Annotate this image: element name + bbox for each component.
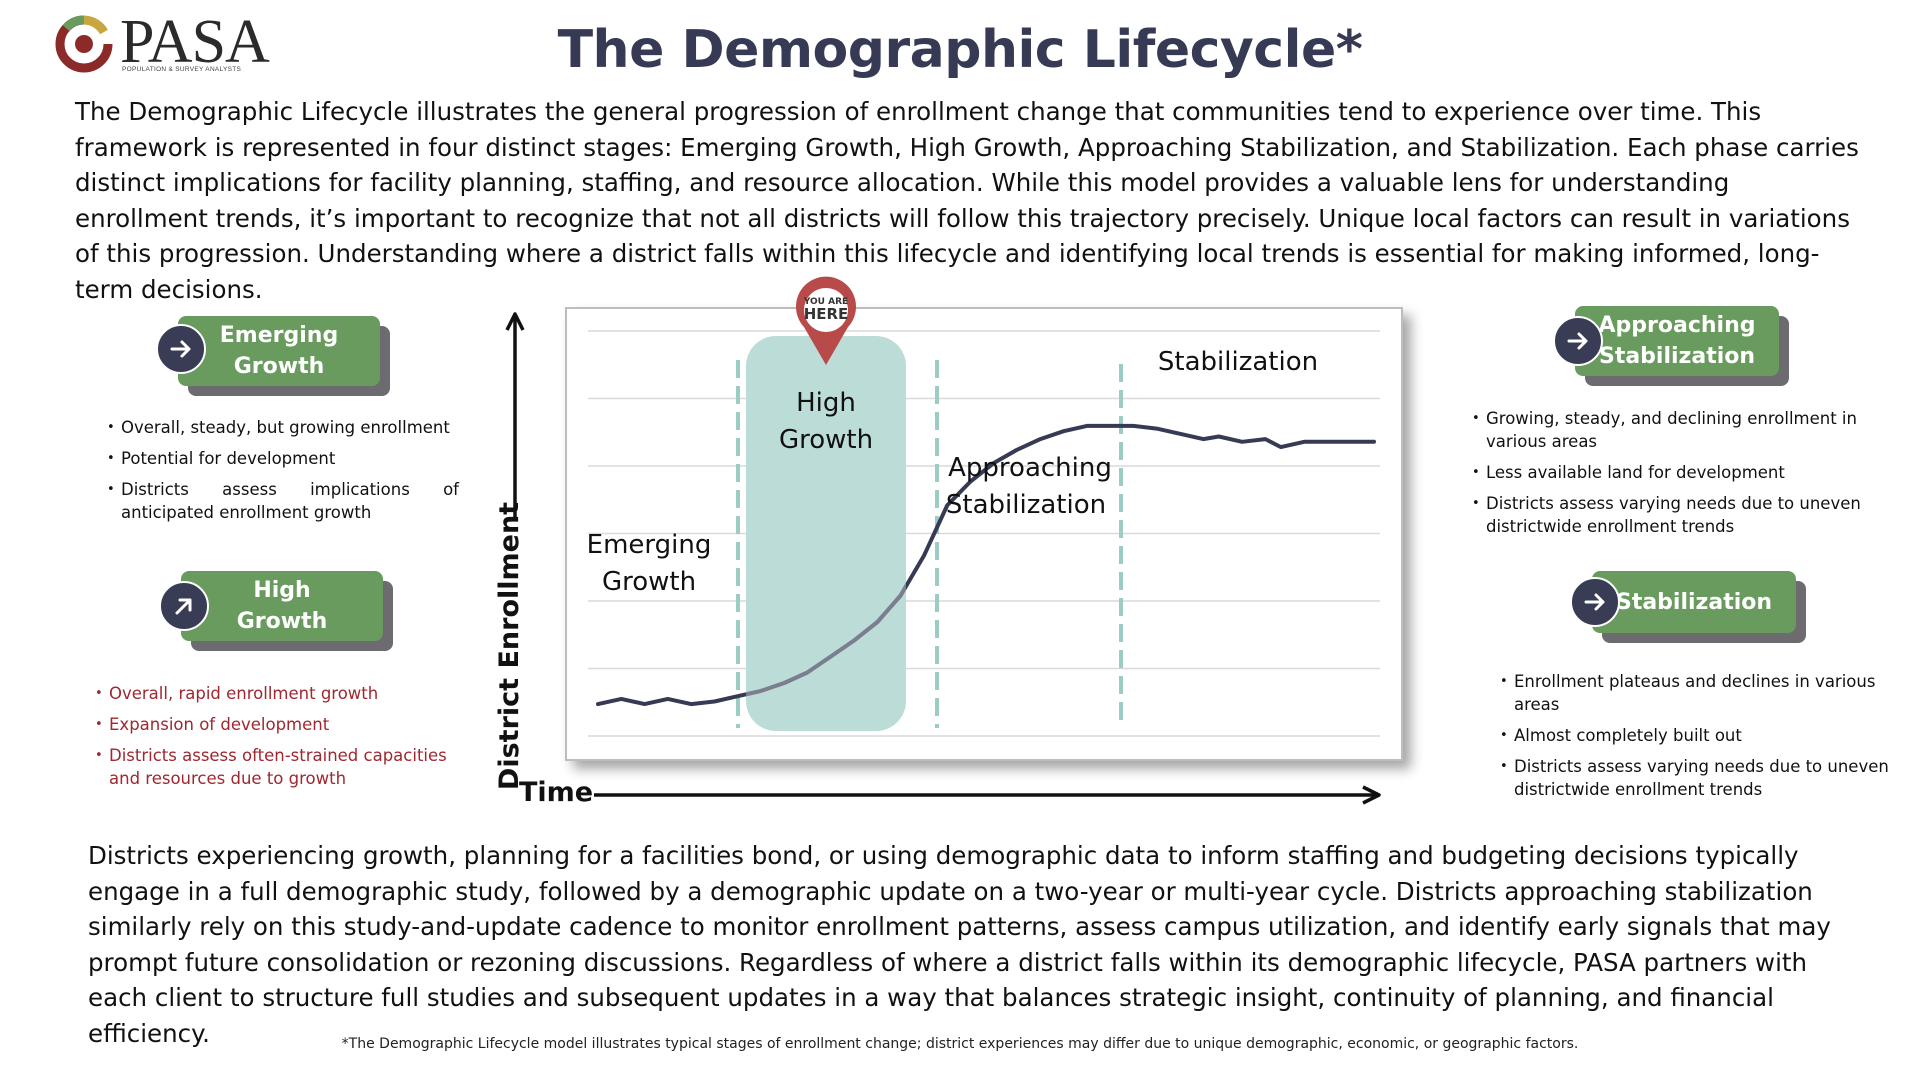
badge-label-line1: Emerging	[219, 323, 339, 348]
enrollment-curve	[596, 423, 1376, 707]
list-item: Less available land for development	[1472, 461, 1872, 484]
intro-paragraph: The Demographic Lifecycle illustrates th…	[75, 97, 1859, 304]
you-are-here-label: HERE	[804, 305, 849, 323]
badge-label-line1: Approaching	[1598, 313, 1756, 338]
list-item: Potential for development	[107, 447, 459, 470]
badge-label-line2: Stabilization	[1598, 344, 1756, 369]
badge-emerging-growth: Emerging Growth	[156, 316, 390, 396]
list-item: Districts assess implications of anticip…	[107, 478, 459, 524]
badge-pill: Stabilization	[1592, 571, 1796, 633]
x-axis-arrowhead	[1362, 785, 1381, 805]
logo-ring-icon	[55, 15, 113, 73]
pasa-logo: PASA POPULATION & SURVEY ANALYSTS	[54, 10, 284, 78]
list-item: Expansion of development	[95, 713, 465, 736]
badge-high-growth: High Growth	[159, 571, 393, 651]
region-label-emerging-growth: Emerging	[587, 530, 712, 560]
page-title: The Demographic Lifecycle*	[557, 20, 1363, 80]
list-item: Enrollment plateaus and declines in vari…	[1500, 670, 1900, 716]
curve-highlight-overlay	[746, 423, 906, 707]
region-label-emerging-growth: Growth	[602, 567, 696, 597]
high-growth-bullets: Overall, rapid enrollment growth Expansi…	[95, 682, 465, 798]
badge-pill: High Growth	[181, 571, 383, 641]
badge-label-line1: Stabilization	[1615, 589, 1773, 615]
region-label-high-growth: Growth	[779, 425, 873, 455]
logo-tagline: POPULATION & SURVEY ANALYSTS	[122, 66, 242, 73]
list-item: Districts assess varying needs due to un…	[1500, 755, 1900, 801]
closing-paragraph: Districts experiencing growth, planning …	[88, 841, 1831, 1048]
list-item: Almost completely built out	[1500, 724, 1900, 747]
list-item: Districts assess varying needs due to un…	[1472, 492, 1872, 538]
region-label-approaching-stabilization: Approaching	[948, 453, 1112, 483]
badge-label-line2: Growth	[236, 609, 328, 634]
badge-label-line1: High	[253, 578, 311, 603]
arrow-up-right-icon	[159, 581, 209, 631]
emerging-growth-bullets: Overall, steady, but growing enrollment …	[107, 416, 459, 532]
badge-label-line2: Growth	[233, 354, 325, 379]
plot-frame	[565, 307, 1403, 761]
badge-pill: Emerging Growth	[178, 316, 380, 386]
list-item: Growing, steady, and declining enrollmen…	[1472, 407, 1872, 453]
y-axis-arrowhead	[505, 312, 525, 331]
arrow-right-icon	[1570, 577, 1620, 627]
approaching-stabilization-bullets: Growing, steady, and declining enrollmen…	[1472, 407, 1872, 546]
region-label-approaching-stabilization: Stabilization	[946, 490, 1106, 520]
stabilization-bullets: Enrollment plateaus and declines in vari…	[1500, 670, 1900, 809]
arrow-right-icon	[1553, 316, 1603, 366]
list-item: Overall, rapid enrollment growth	[95, 682, 465, 705]
y-axis-label: District Enrollment	[494, 502, 525, 790]
list-item: Overall, steady, but growing enrollment	[107, 416, 459, 439]
badge-pill: Approaching Stabilization	[1575, 306, 1779, 376]
badge-stabilization: Stabilization	[1570, 571, 1806, 643]
high-growth-highlight	[746, 336, 906, 731]
region-label-stabilization: Stabilization	[1158, 347, 1318, 377]
logo-wordmark: PASA	[120, 8, 270, 76]
list-item: Districts assess often-strained capaciti…	[95, 744, 465, 790]
footnote: *The Demographic Lifecycle model illustr…	[341, 1036, 1579, 1052]
region-label-high-growth: High	[796, 388, 856, 418]
x-axis-label: Time	[519, 777, 593, 808]
arrow-right-icon	[156, 324, 206, 374]
badge-approaching-stabilization: Approaching Stabilization	[1553, 306, 1789, 386]
